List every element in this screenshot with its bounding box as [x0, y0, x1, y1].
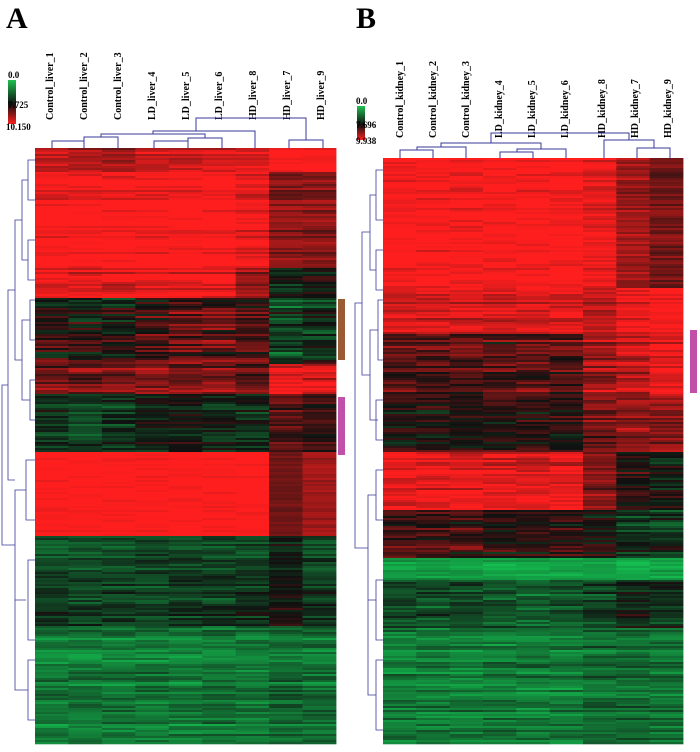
panel-b-left-dendrogram	[354, 169, 383, 731]
panel-a-legend-min: 0.0	[8, 70, 20, 80]
panel-a-cluster-marker-brown	[338, 299, 345, 360]
panel-a-letter: A	[6, 2, 28, 35]
panel-a-left-dendrogram	[1, 159, 35, 721]
panel-a-top-dendrogram	[51, 117, 324, 148]
panel-a-legend-max: 10.150	[6, 122, 31, 132]
panel-b-heatmap	[383, 158, 684, 745]
panel-b-legend-min: 0.0	[356, 96, 368, 106]
panel-b-legend-max: 9.938	[356, 136, 377, 146]
panel-a-heatmap	[35, 148, 337, 745]
panel-b-cluster-marker-magenta	[690, 330, 697, 393]
panel-a-legend-bar	[8, 80, 16, 124]
panel-b-letter: B	[356, 2, 377, 35]
panel-b-legend-bar	[357, 106, 365, 140]
panel-b-legend-mid: 7.696	[356, 120, 377, 130]
panel-a-legend-mid: 7.725	[8, 100, 29, 110]
panel-a-cluster-marker-magenta	[338, 397, 345, 455]
panel-b-top-dendrogram	[399, 132, 671, 158]
